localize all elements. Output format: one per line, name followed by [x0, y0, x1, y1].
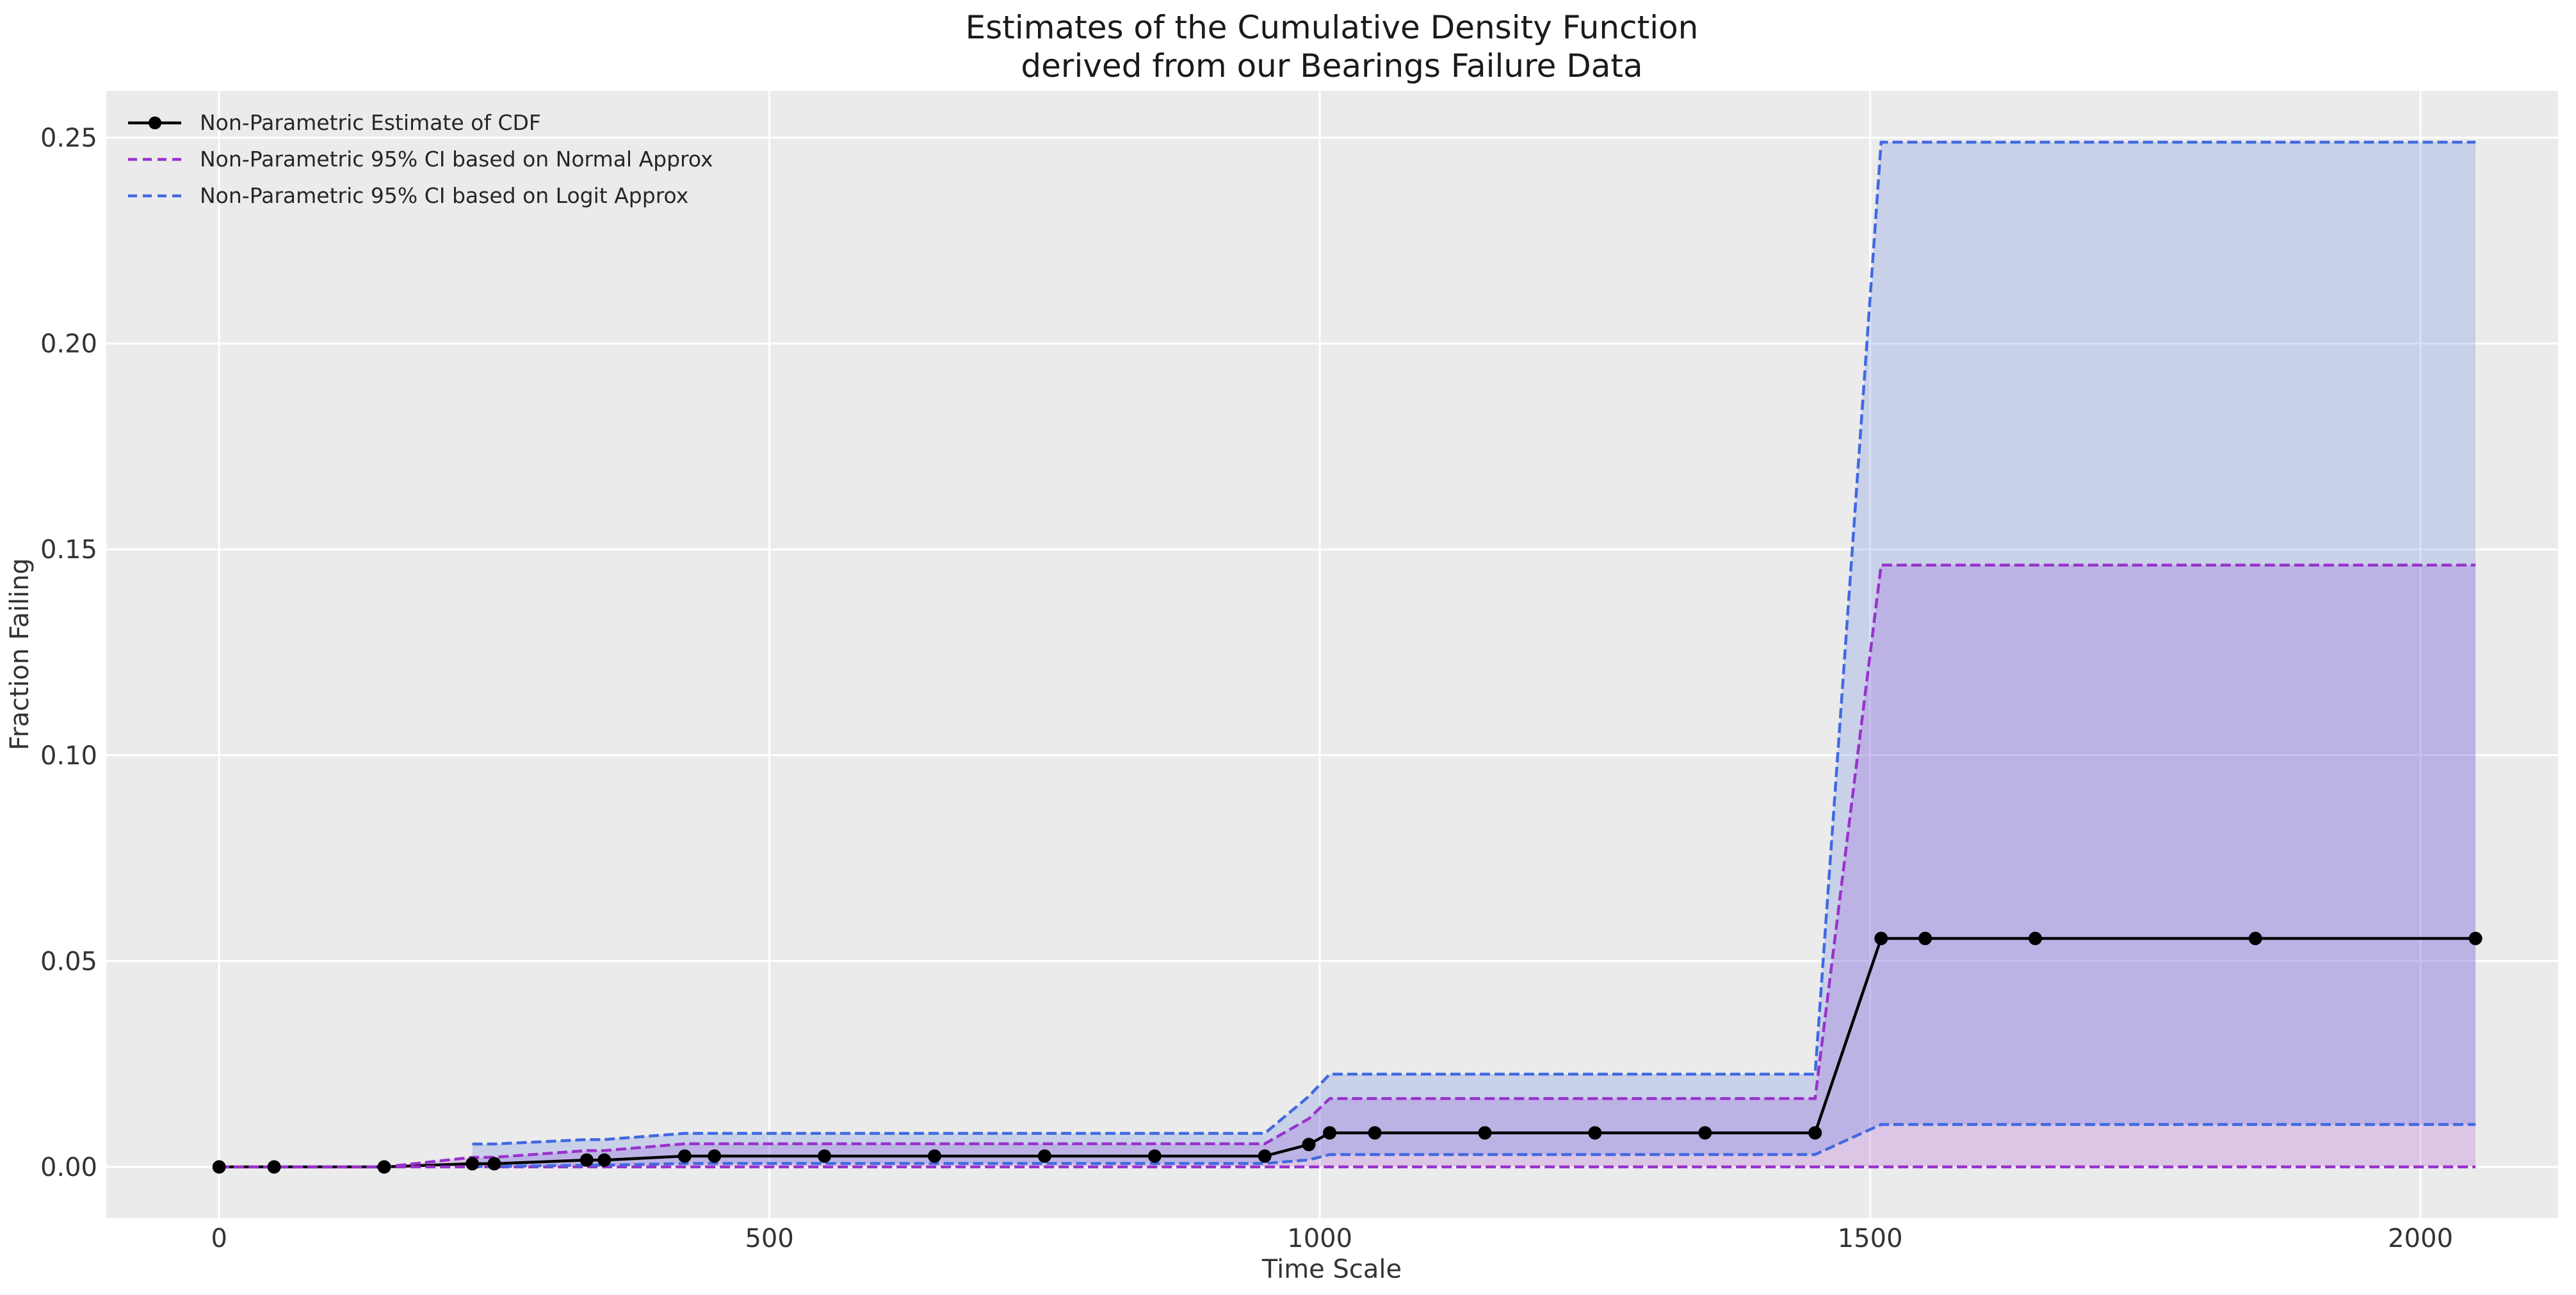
data-point-marker	[2468, 931, 2483, 945]
data-point-marker	[1147, 1149, 1162, 1163]
confidence-interval-lines	[219, 140, 2476, 1169]
logit-ci-lower-line	[472, 1123, 2476, 1168]
data-point-marker	[677, 1149, 692, 1163]
y-tick-label-0.00: 0.00	[40, 1153, 97, 1182]
data-point-marker	[1478, 1126, 1492, 1140]
data-point-marker	[267, 1160, 281, 1174]
data-point-marker	[597, 1153, 612, 1167]
data-point-marker	[708, 1149, 722, 1163]
chart-title-line-2: derived from our Bearings Failure Data	[1021, 47, 1642, 84]
logit-ci-band	[472, 142, 2476, 1167]
data-point-marker	[1323, 1126, 1337, 1140]
cdf-data-point-markers	[212, 931, 2483, 1174]
legend-label-logit-ci: Non-Parametric 95% CI based on Logit App…	[200, 183, 688, 208]
data-point-marker	[579, 1153, 594, 1167]
normal-ci-upper-line	[219, 563, 2476, 1169]
data-point-marker	[1588, 1126, 1602, 1140]
legend-label-estimate: Non-Parametric Estimate of CDF	[200, 110, 541, 135]
confidence-bands	[219, 142, 2476, 1167]
cdf-estimate-line	[219, 937, 2476, 1169]
data-point-marker	[1698, 1126, 1712, 1140]
y-tick-label-0.20: 0.20	[40, 330, 97, 359]
x-tick-label-2000: 2000	[2388, 1224, 2453, 1253]
data-point-marker	[2029, 931, 2042, 945]
data-point-marker	[818, 1149, 832, 1163]
data-point-marker	[1037, 1149, 1051, 1163]
x-axis-tick-labels: 0 500 1000 1500 2000	[211, 1224, 2453, 1253]
normal-ci-band	[219, 565, 2476, 1167]
data-point-marker	[928, 1149, 941, 1163]
y-tick-label-0.05: 0.05	[40, 947, 97, 976]
data-point-marker	[487, 1157, 501, 1171]
y-tick-label-0.10: 0.10	[40, 741, 97, 771]
legend-item-estimate: Non-Parametric Estimate of CDF	[128, 110, 541, 135]
data-point-marker	[2248, 931, 2262, 945]
y-tick-label-0.15: 0.15	[40, 535, 97, 565]
legend: Non-Parametric Estimate of CDF Non-Param…	[128, 110, 713, 208]
data-point-marker	[1918, 931, 1932, 945]
x-tick-label-1000: 1000	[1287, 1224, 1352, 1253]
data-point-marker	[466, 1157, 480, 1171]
data-point-marker	[1302, 1138, 1316, 1152]
legend-label-normal-ci: Non-Parametric 95% CI based on Normal Ap…	[200, 147, 713, 172]
data-point-marker	[377, 1160, 391, 1174]
y-axis-label: Fraction Failing	[5, 558, 35, 750]
x-tick-label-1500: 1500	[1838, 1224, 1903, 1253]
data-point-marker	[1368, 1126, 1382, 1140]
legend-item-normal-ci: Non-Parametric 95% CI based on Normal Ap…	[128, 147, 713, 172]
logit-ci-upper-line	[472, 140, 2476, 1146]
gridlines	[106, 91, 2558, 1218]
cdf-estimate-polyline	[219, 937, 2476, 1169]
data-point-marker	[1874, 931, 1888, 945]
y-tick-label-0.25: 0.25	[40, 124, 97, 153]
x-tick-label-500: 500	[745, 1224, 793, 1253]
data-point-marker	[1258, 1149, 1272, 1163]
legend-swatch-marker-icon	[149, 117, 161, 129]
data-point-marker	[212, 1160, 226, 1174]
x-axis-label: Time Scale	[1261, 1255, 1402, 1284]
data-point-marker	[1808, 1126, 1822, 1140]
x-tick-label-0: 0	[211, 1224, 227, 1253]
y-axis-tick-labels: 0.00 0.05 0.10 0.15 0.20 0.25	[40, 124, 97, 1182]
plot-area	[106, 91, 2558, 1218]
legend-item-logit-ci: Non-Parametric 95% CI based on Logit App…	[128, 183, 688, 208]
chart-title-line-1: Estimates of the Cumulative Density Func…	[966, 9, 1699, 46]
